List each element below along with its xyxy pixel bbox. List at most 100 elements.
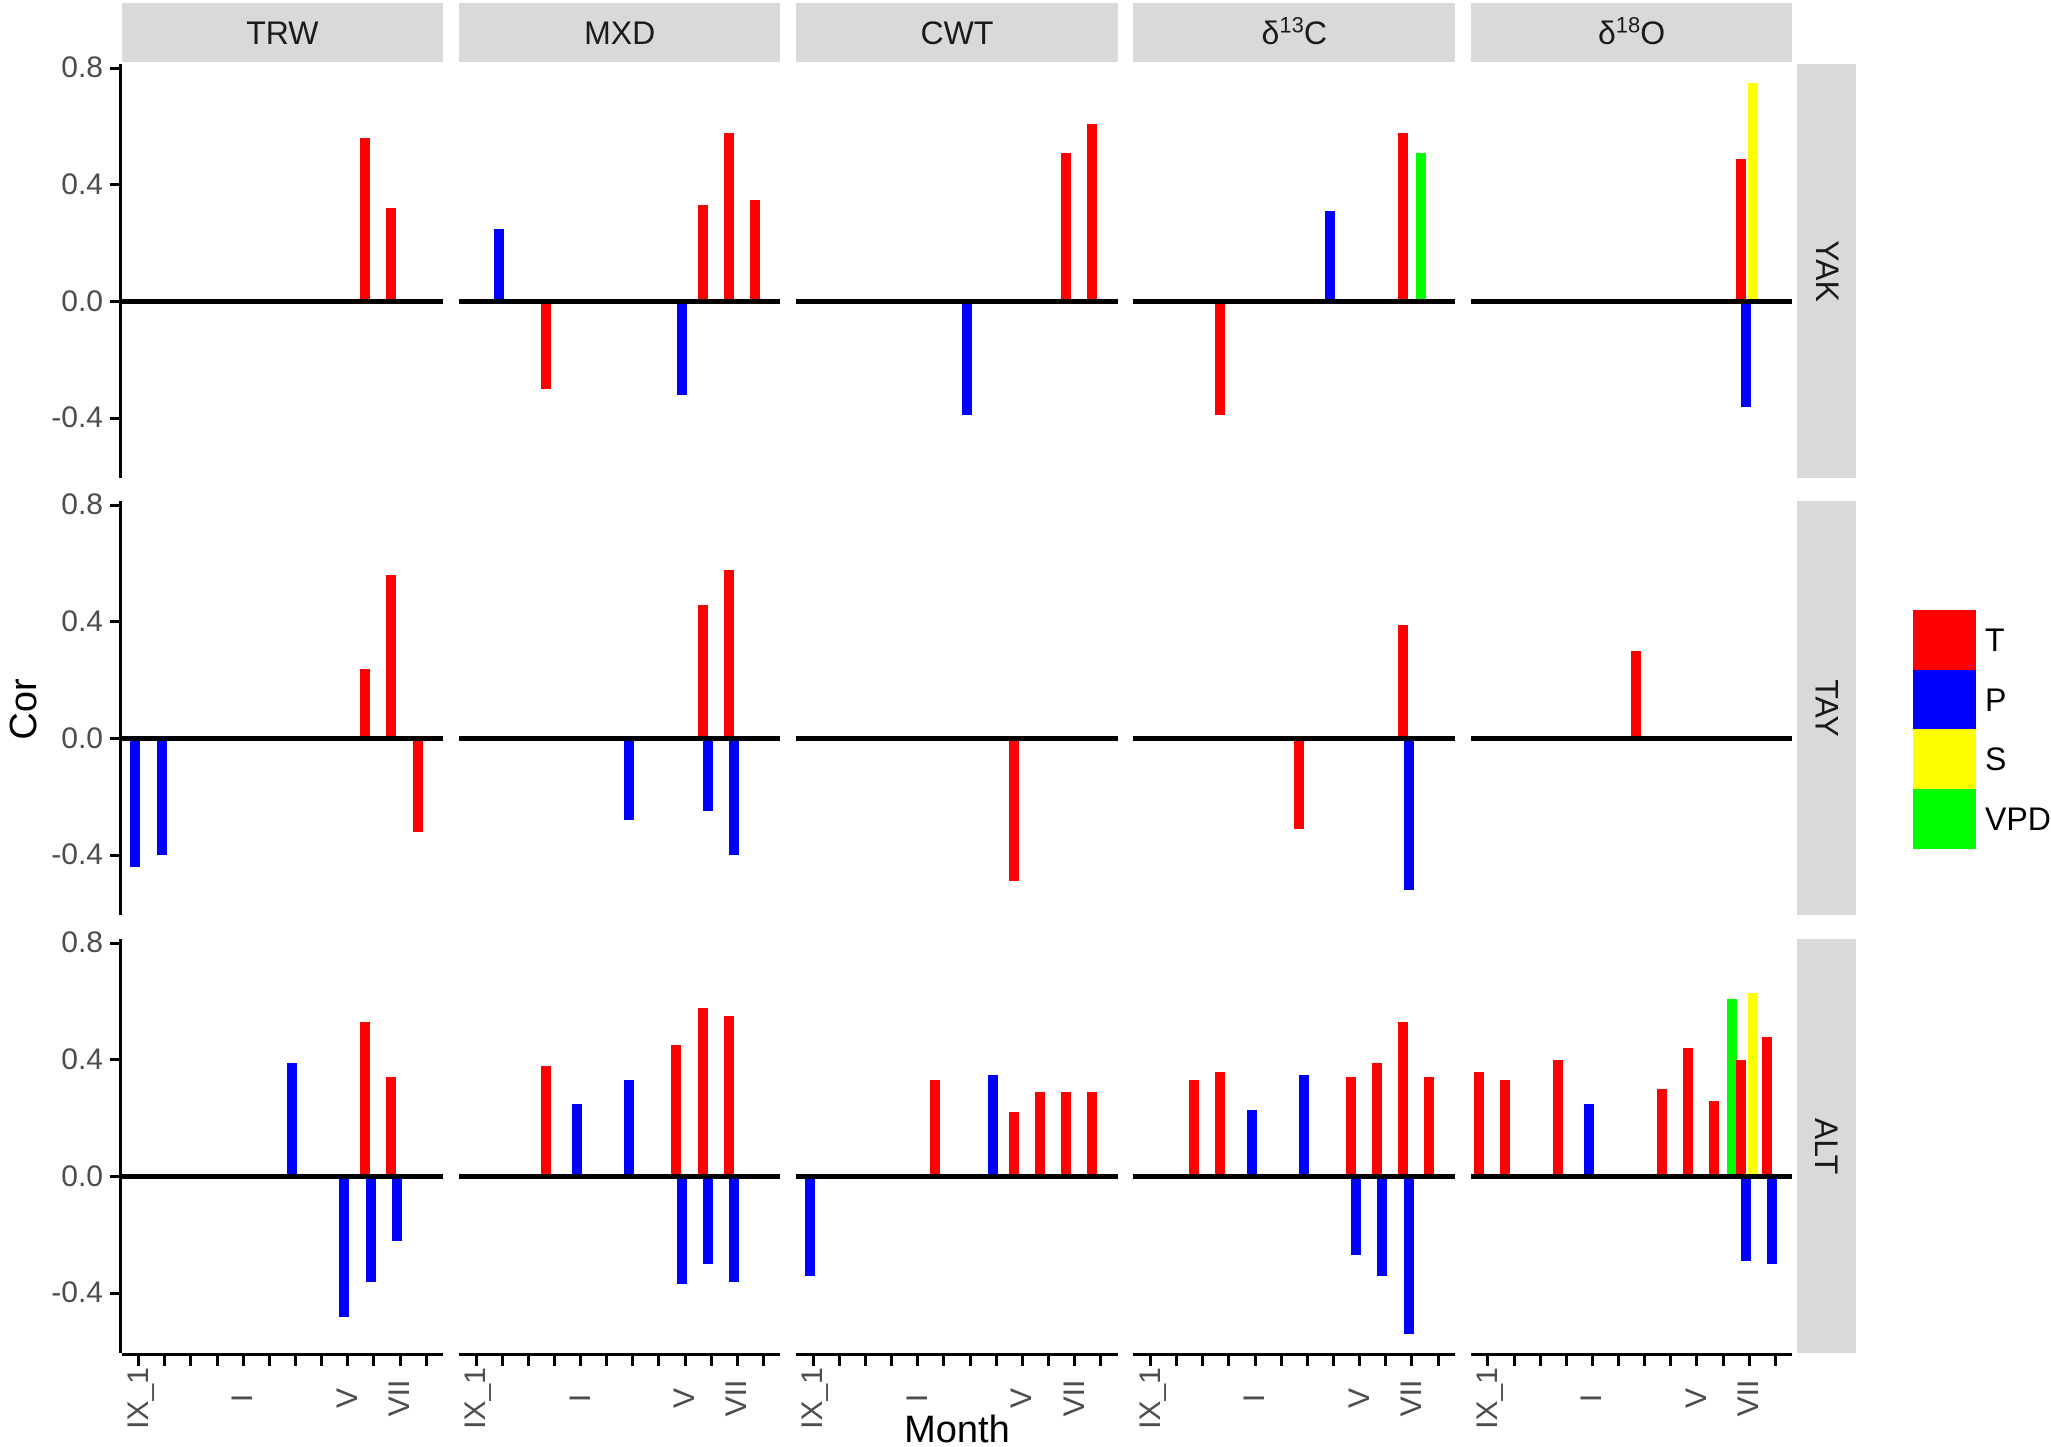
x-tick-CWT-VII	[1073, 1356, 1077, 1366]
zero-line-TAY-MXD	[458, 736, 781, 742]
x-axis-title: Month	[904, 1409, 1010, 1447]
x-tick-TRW-V	[346, 1356, 350, 1366]
zero-line-ALT-d13C	[1133, 1174, 1456, 1180]
x-axis-line-d13C	[1133, 1353, 1456, 1356]
bar-TAY-MXD-VII-T	[723, 569, 734, 739]
bar-ALT-MXD-VI-P	[702, 1176, 713, 1265]
bar-YAK-MXD-VI-T	[697, 205, 708, 302]
x-tick-TRW-XII_1	[215, 1356, 219, 1366]
bar-ALT-d18O-VI-VPD	[1726, 998, 1737, 1177]
facet-strip-label-d18O: δ18O	[1597, 11, 1666, 51]
zero-line-YAK-TRW	[121, 299, 444, 305]
x-tick-TRW-IX_1	[137, 1356, 141, 1366]
bar-YAK-MXD-X_1-P	[493, 228, 504, 302]
x-tick-label-MXD-I: I	[563, 1393, 597, 1403]
zero-line-TAY-d13C	[1133, 736, 1456, 742]
zero-line-TAY-CWT	[796, 736, 1118, 742]
x-tick-d18O-V	[1695, 1356, 1699, 1366]
x-tick-CWT-III	[968, 1356, 972, 1366]
bar-ALT-TRW-V-P	[339, 1176, 350, 1317]
zero-line-YAK-d18O	[1470, 299, 1793, 305]
x-tick-d18O-VII	[1747, 1356, 1751, 1366]
x-axis-line-TRW	[121, 1353, 444, 1356]
x-tick-MXD-VII	[735, 1356, 739, 1366]
legend-key-S	[1913, 729, 1976, 790]
x-tick-label-TRW-V: V	[330, 1388, 364, 1409]
bar-ALT-d18O-V-T	[1683, 1048, 1694, 1177]
y-tick-YAK-0.0	[109, 300, 119, 304]
bar-TAY-TRW-VI-T	[360, 668, 371, 739]
zero-line-TAY-TRW	[121, 736, 444, 742]
x-tick-CWT-VIII	[1099, 1356, 1103, 1366]
bar-ALT-TRW-VII-T	[386, 1077, 397, 1177]
y-tick-ALT-0.4	[109, 1058, 119, 1062]
bar-ALT-d18O-VII-P	[1740, 1176, 1751, 1262]
y-tick-ALT--0.4	[109, 1291, 119, 1295]
y-tick-label-ALT-0.4: 0.4	[61, 1042, 103, 1076]
facet-strip-right-YAK: YAK	[1797, 64, 1856, 478]
facet-strip-label-MXD: MXD	[584, 14, 656, 51]
bar-ALT-d13C-III-P	[1299, 1074, 1310, 1177]
bar-ALT-MXD-V-P	[676, 1176, 687, 1285]
bar-YAK-TRW-VI-T	[360, 138, 371, 302]
bar-ALT-d18O-VIII-T	[1761, 1036, 1772, 1177]
facet-strip-right-TAY: TAY	[1797, 501, 1856, 915]
bar-TAY-TRW-VIII-T	[412, 738, 423, 832]
bar-ALT-d13C-V-T	[1346, 1077, 1357, 1177]
bar-ALT-d13C-XI_1-T	[1189, 1080, 1200, 1177]
bar-TAY-MXD-VI-T	[697, 604, 708, 739]
facet-strip-label-ALT: ALT	[1808, 1117, 1845, 1175]
facet-strip-label-YAK: YAK	[1808, 240, 1845, 302]
x-tick-TRW-II	[267, 1356, 271, 1366]
x-tick-d18O-IV	[1669, 1356, 1673, 1366]
bar-TAY-TRW-X_1-P	[156, 738, 167, 856]
facet-strip-label-CWT: CWT	[920, 14, 994, 51]
y-tick-TAY-0.8	[109, 503, 119, 507]
y-tick-TAY-0.0	[109, 737, 119, 741]
y-tick-label-TAY--0.4: -0.4	[51, 838, 103, 872]
bar-ALT-MXD-I-P	[572, 1103, 583, 1177]
y-tick-label-YAK--0.4: -0.4	[51, 401, 103, 435]
x-tick-MXD-II	[605, 1356, 609, 1366]
x-tick-CWT-X_1	[837, 1356, 841, 1366]
bar-TAY-d13C-III-T	[1293, 738, 1304, 829]
x-tick-CWT-V	[1020, 1356, 1024, 1366]
x-tick-d13C-IX_1	[1149, 1356, 1153, 1366]
bar-ALT-CWT-V-T	[1008, 1112, 1019, 1177]
x-tick-d18O-X_1	[1512, 1356, 1516, 1366]
x-tick-CWT-II	[942, 1356, 946, 1366]
x-tick-MXD-I	[579, 1356, 583, 1366]
x-tick-d13C-V	[1358, 1356, 1362, 1366]
y-tick-label-TAY-0.0: 0.0	[61, 721, 103, 755]
y-tick-label-YAK-0.8: 0.8	[61, 51, 103, 85]
bar-ALT-d18O-I-P	[1584, 1103, 1595, 1177]
facet-strip-top-MXD: MXD	[458, 3, 781, 62]
x-tick-MXD-X_1	[500, 1356, 504, 1366]
x-tick-d13C-III	[1305, 1356, 1309, 1366]
x-tick-TRW-I	[241, 1356, 245, 1366]
x-tick-label-d18O-VII: VII	[1732, 1379, 1766, 1417]
bar-ALT-CWT-II-T	[930, 1080, 941, 1177]
x-tick-label-d13C-I: I	[1238, 1393, 1272, 1403]
y-tick-YAK--0.4	[109, 416, 119, 420]
x-tick-MXD-V	[683, 1356, 687, 1366]
y-tick-YAK-0.4	[109, 183, 119, 187]
y-tick-TAY--0.4	[109, 853, 119, 857]
zero-line-YAK-MXD	[458, 299, 781, 305]
x-tick-CWT-IX_1	[811, 1356, 815, 1366]
legend-label-P: P	[1985, 681, 2007, 718]
x-tick-MXD-IX_1	[474, 1356, 478, 1366]
x-tick-MXD-XII_1	[552, 1356, 556, 1366]
x-tick-d13C-X_1	[1175, 1356, 1179, 1366]
bar-ALT-CWT-VII-T	[1061, 1092, 1071, 1177]
y-tick-YAK-0.8	[109, 66, 119, 70]
x-tick-TRW-VIII	[424, 1356, 428, 1366]
bar-ALT-CWT-IX_1-P	[805, 1176, 815, 1276]
bar-ALT-MXD-XII_1-T	[540, 1065, 551, 1177]
x-axis-line-CWT	[796, 1353, 1118, 1356]
bar-YAK-d13C-VII-VPD	[1415, 152, 1426, 302]
bar-YAK-CWT-III-P	[961, 301, 972, 416]
zero-line-ALT-TRW	[121, 1174, 444, 1180]
bar-ALT-d18O-IX_1-T	[1474, 1071, 1485, 1177]
